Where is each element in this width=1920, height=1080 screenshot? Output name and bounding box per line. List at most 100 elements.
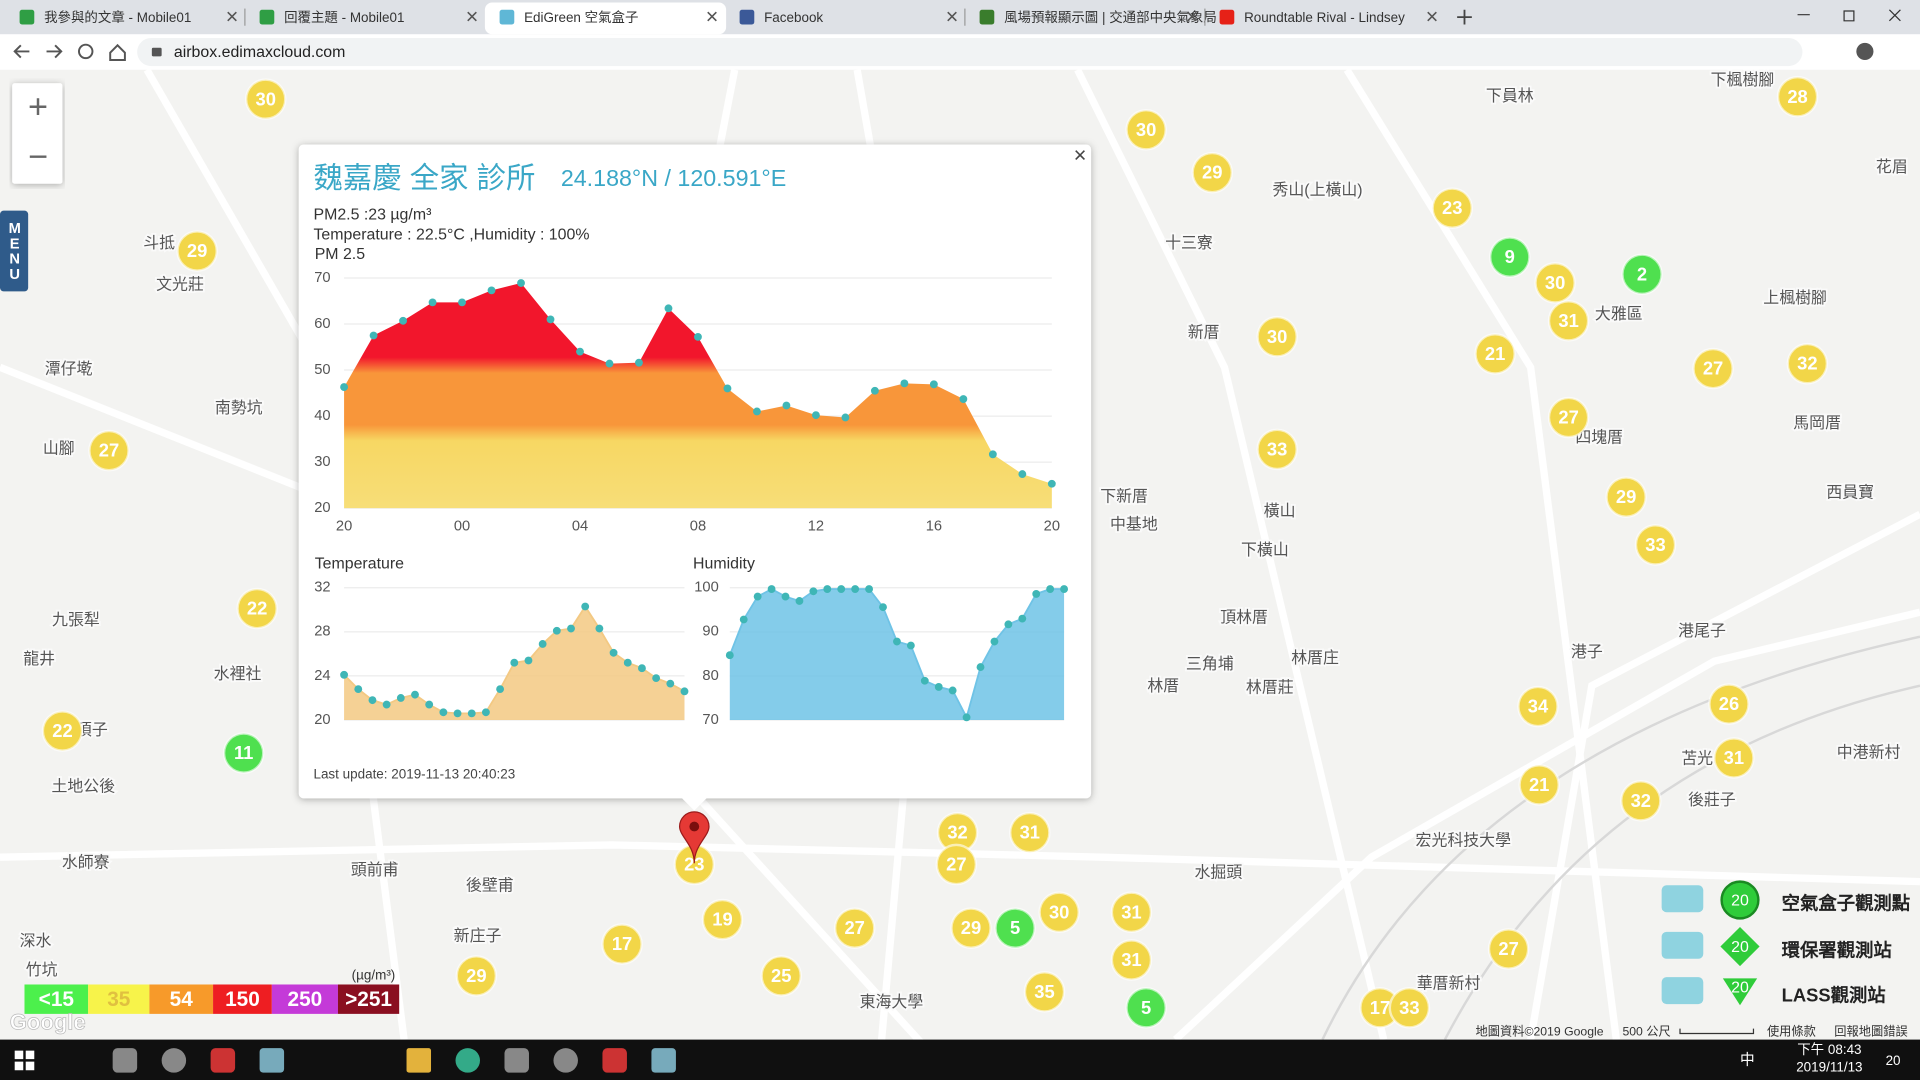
station-marker[interactable] xyxy=(1534,262,1576,304)
station-marker[interactable] xyxy=(950,907,992,949)
station-marker[interactable] xyxy=(1634,524,1677,566)
station-marker[interactable] xyxy=(701,898,744,941)
map-footer[interactable]: 使用條款 xyxy=(1767,1023,1816,1038)
place-label: 林厝庄 xyxy=(1291,649,1339,667)
station-marker[interactable] xyxy=(1110,939,1153,981)
tab-title[interactable]: EdiGreen 空氣盒子 xyxy=(524,9,638,25)
location-pin[interactable] xyxy=(678,811,710,864)
station-marker[interactable] xyxy=(455,955,498,997)
station-marker[interactable] xyxy=(1708,683,1750,725)
marker-value: 23 xyxy=(684,854,704,875)
window-controls[interactable] xyxy=(1797,9,1901,22)
data-point xyxy=(900,379,909,388)
station-marker[interactable] xyxy=(1008,811,1051,854)
station-marker[interactable] xyxy=(1431,187,1474,229)
marker-value: 31 xyxy=(1558,310,1578,331)
station-marker[interactable] xyxy=(1256,315,1298,358)
station-marker[interactable] xyxy=(1776,75,1819,118)
legend-swatch xyxy=(88,984,150,1014)
station-marker[interactable] xyxy=(88,429,130,472)
marker-value: 27 xyxy=(1498,938,1518,959)
data-point xyxy=(929,380,938,389)
station-marker[interactable] xyxy=(1517,685,1559,728)
place-label: 港子 xyxy=(1571,643,1603,661)
station-marker[interactable] xyxy=(1388,986,1431,1029)
station-marker[interactable] xyxy=(1474,333,1516,375)
data-point xyxy=(428,298,437,307)
tab-close[interactable] xyxy=(227,11,237,22)
station-marker[interactable] xyxy=(1256,428,1298,471)
station-marker[interactable] xyxy=(1547,396,1590,439)
station-marker[interactable] xyxy=(1547,300,1590,342)
station-marker[interactable] xyxy=(1191,151,1234,194)
station-marker[interactable] xyxy=(236,587,278,630)
start-button[interactable] xyxy=(14,1050,35,1071)
station-marker[interactable] xyxy=(1692,347,1734,390)
ime-indicator[interactable]: 中 xyxy=(1740,1051,1755,1068)
station-marker[interactable] xyxy=(1621,253,1663,296)
station-marker[interactable] xyxy=(760,955,803,997)
home[interactable] xyxy=(109,43,126,61)
map-footer: 地圖資料©2019 Google xyxy=(1476,1024,1604,1038)
marker-value: 11 xyxy=(234,742,253,763)
y-tick-label: 70 xyxy=(314,270,330,286)
legend-label: >251 xyxy=(345,988,392,1011)
station-icon xyxy=(1661,931,1704,959)
station-marker[interactable] xyxy=(1620,780,1662,822)
zoom-in[interactable]: + xyxy=(28,88,48,126)
marker-value: 21 xyxy=(1529,774,1549,795)
menu-button[interactable] xyxy=(0,210,29,292)
station-marker[interactable] xyxy=(176,230,218,272)
tab-title[interactable]: 回覆主題 - Mobile01 xyxy=(284,10,404,25)
station-marker[interactable] xyxy=(1110,891,1153,934)
tab-title[interactable]: Roundtable Rival - Lindsey xyxy=(1244,10,1405,25)
data-point xyxy=(962,713,971,722)
reload[interactable] xyxy=(78,43,94,60)
station-marker[interactable] xyxy=(41,710,84,752)
data-point xyxy=(1018,470,1027,479)
station-marker[interactable] xyxy=(601,923,643,965)
station-marker[interactable] xyxy=(1518,764,1560,806)
data-point xyxy=(1032,590,1041,598)
tab-title[interactable]: Facebook xyxy=(764,10,823,25)
station-marker[interactable] xyxy=(935,843,978,886)
station-label: LASS觀測站 xyxy=(1782,985,1886,1006)
tab-close[interactable] xyxy=(1427,11,1437,22)
popup-close[interactable]: × xyxy=(1074,143,1087,168)
station-marker[interactable] xyxy=(994,907,1036,949)
station-marker[interactable] xyxy=(833,907,876,949)
place-label: 新庄子 xyxy=(454,927,502,945)
address[interactable]: airbox.edimaxcloud.com xyxy=(174,44,346,61)
tab-title[interactable]: 風場預報顯示圖 | 交通部中央氣象局 xyxy=(1004,9,1217,25)
data-point xyxy=(823,585,832,593)
data-point xyxy=(595,624,604,633)
nav-buttons[interactable] xyxy=(13,44,63,59)
marker-value: 29 xyxy=(1616,486,1636,507)
station-marker[interactable] xyxy=(1786,342,1829,385)
station-marker[interactable] xyxy=(244,78,287,120)
data-point xyxy=(396,694,405,702)
place-label: 西員寶 xyxy=(1826,483,1874,502)
map-footer[interactable]: 回報地圖錯誤 xyxy=(1834,1023,1907,1038)
tab-close[interactable] xyxy=(1187,11,1197,22)
tab-close[interactable] xyxy=(947,11,957,22)
station-marker[interactable] xyxy=(1038,891,1080,934)
station-marker[interactable] xyxy=(1605,476,1647,518)
omnibox[interactable] xyxy=(137,37,1803,67)
notifications[interactable]: 20 xyxy=(1886,1053,1901,1068)
station-marker[interactable] xyxy=(222,732,265,774)
new-tab[interactable] xyxy=(1457,9,1472,25)
profile[interactable] xyxy=(1856,42,1874,60)
station-marker[interactable] xyxy=(1713,737,1755,779)
station-marker[interactable] xyxy=(1487,928,1530,970)
zoom-out[interactable]: − xyxy=(28,138,48,176)
station-marker[interactable] xyxy=(1488,236,1531,278)
station-marker[interactable] xyxy=(1023,971,1066,1013)
tab-title[interactable]: 我參與的文章 - Mobile01 xyxy=(44,9,191,25)
place-label: 港尾子 xyxy=(1678,622,1726,640)
station-marker[interactable] xyxy=(1125,108,1167,151)
tab-close[interactable] xyxy=(467,11,477,22)
tab-close[interactable] xyxy=(707,11,717,22)
station-marker[interactable] xyxy=(1125,986,1167,1029)
